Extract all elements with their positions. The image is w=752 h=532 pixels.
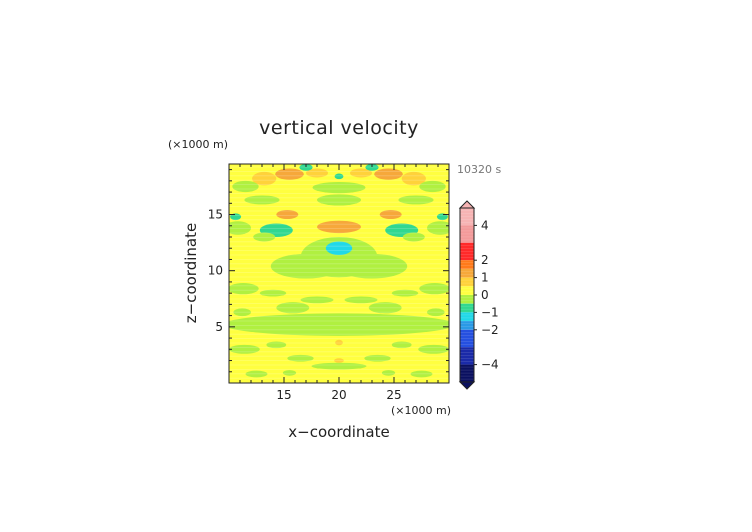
x-axis: 15 20 25 <box>239 164 439 402</box>
heatmap-cell <box>276 210 299 220</box>
heatmap-cell <box>364 354 391 362</box>
time-label: 10320 s <box>457 163 501 176</box>
colorbar-swatch <box>460 329 474 348</box>
heatmap-cell <box>334 173 344 180</box>
colorbar-swatch <box>460 347 474 365</box>
x-axis-label: x−coordinate <box>288 423 389 441</box>
heatmap-cell <box>381 370 396 376</box>
heatmap-cell <box>287 354 314 362</box>
colorbar-top-arrow <box>458 200 476 209</box>
heatmap-cell <box>410 370 433 378</box>
heatmap-cell <box>419 180 446 193</box>
heatmap-cell <box>379 210 402 220</box>
colorbar-swatch <box>460 364 474 382</box>
heatmap-plot-area <box>228 163 450 384</box>
heatmap-cell <box>282 370 297 376</box>
heatmap-cell <box>436 213 448 221</box>
y-tick-label: 15 <box>208 208 223 222</box>
x-tick-label: 25 <box>386 388 401 402</box>
heatmap-cell <box>229 344 260 354</box>
heatmap-cell <box>259 289 287 297</box>
heatmap-features <box>229 164 449 378</box>
heatmap-cell <box>253 232 276 242</box>
heatmap-cell <box>402 232 425 242</box>
heatmap-cell <box>398 195 434 205</box>
heatmap-cell <box>344 296 378 304</box>
y-axis-label: z−coordinate <box>182 223 200 323</box>
heatmap-cell <box>427 308 445 317</box>
heatmap-cell <box>229 313 449 336</box>
y-tick-label: 5 <box>215 320 223 334</box>
heatmap-cell <box>230 213 242 221</box>
heatmap-cell <box>229 221 251 235</box>
colorbar: 4 2 1 0 −1 −2 −4 <box>458 200 499 390</box>
heatmap-cell <box>365 164 379 171</box>
colorbar-tick-label: −2 <box>481 323 499 337</box>
heatmap-cell <box>252 171 277 186</box>
heatmap-cell <box>334 358 344 363</box>
heatmap-cell <box>401 171 426 186</box>
heatmap-cell <box>306 168 328 178</box>
y-tick-label: 10 <box>208 264 223 278</box>
heatmap-cell <box>270 253 342 279</box>
colorbar-swatch <box>460 286 474 295</box>
colorbar-swatch <box>460 321 474 330</box>
heatmap-cell <box>275 168 304 180</box>
heatmap-cell <box>317 194 361 206</box>
heatmap-cell <box>427 221 449 235</box>
heatmap-cell <box>300 296 334 304</box>
colorbar-bottom-arrow <box>458 381 476 390</box>
heatmap-cell <box>299 164 313 171</box>
heatmap-cell <box>229 283 259 295</box>
heatmap-cell <box>368 302 402 314</box>
heatmap-cell <box>232 180 259 193</box>
colorbar-tick-label: −4 <box>481 358 499 372</box>
colorbar-swatch <box>460 242 474 261</box>
heatmap-cell <box>311 362 367 370</box>
chart-title: vertical velocity <box>259 117 419 139</box>
heatmap-cell <box>350 168 372 178</box>
heatmap-cell <box>325 241 353 255</box>
colorbar-swatch <box>460 295 474 304</box>
heatmap-cell <box>391 289 419 297</box>
colorbar-swatch <box>460 312 474 322</box>
colorbar-swatch <box>460 303 474 313</box>
heatmap-cell <box>245 370 268 378</box>
heatmap-cell <box>335 339 343 346</box>
heatmap-cell <box>233 308 251 317</box>
colorbar-tick-label: 2 <box>481 253 489 267</box>
heatmap-cell <box>312 181 366 194</box>
heatmap-cell <box>336 253 408 279</box>
colorbar-tick-label: −1 <box>481 305 499 319</box>
heatmap-cell <box>266 341 287 349</box>
heatmap-cell <box>419 283 449 295</box>
colorbar-swatch <box>460 225 474 243</box>
y-axis: 5 10 15 <box>208 169 449 373</box>
colorbar-swatch <box>460 208 474 226</box>
colorbar-tick-label: 1 <box>481 271 489 285</box>
colorbar-swatch <box>460 268 474 278</box>
colorbar-tick-label: 0 <box>481 288 489 302</box>
heatmap-cell <box>418 344 449 354</box>
heatmap-cell <box>244 195 280 205</box>
heatmap-cell <box>317 220 361 234</box>
heatmap-cell <box>276 302 310 314</box>
colorbar-swatch <box>460 277 474 287</box>
heatmap-cell <box>374 168 403 180</box>
colorbar-swatch <box>460 260 474 269</box>
heatmap-cell <box>391 341 412 349</box>
x-tick-label: 20 <box>331 388 346 402</box>
x-tick-label: 15 <box>276 388 291 402</box>
colorbar-tick-label: 4 <box>481 218 489 232</box>
y-axis-unit: (×1000 m) <box>168 138 228 151</box>
x-axis-unit: (×1000 m) <box>391 404 451 417</box>
